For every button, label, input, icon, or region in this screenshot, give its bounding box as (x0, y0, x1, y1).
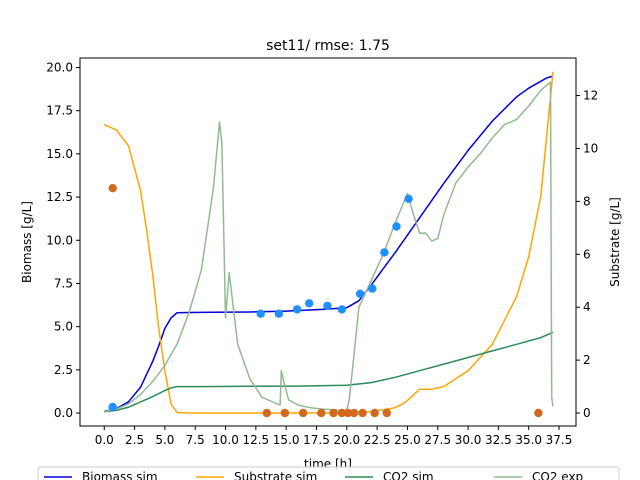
biomass-exp-point (380, 248, 389, 257)
substrate-exp-point (337, 408, 347, 418)
y-right-tick-label: 6 (583, 247, 591, 261)
y-axis-left-label: Biomass [g/L] (20, 201, 34, 283)
x-tick-label: 12.5 (242, 433, 269, 447)
co2-sim-legend-label: CO2 sim (383, 470, 434, 480)
substrate-exp-point (329, 408, 338, 418)
y-left-tick-label: 0.0 (54, 406, 73, 420)
y-left-tick-label: 7.5 (54, 276, 73, 290)
plot-points (108, 184, 543, 418)
y-left-tick-label: 17.5 (46, 104, 73, 118)
substrate-exp-point (317, 408, 326, 418)
x-tick-label: 2.5 (125, 433, 144, 447)
y-right-tick-label: 4 (583, 300, 591, 314)
x-tick-label: 5.0 (155, 433, 174, 447)
y-axis-right: 0 2 4 6 8 10 12 (576, 89, 598, 420)
substrate-exp-point (108, 184, 117, 193)
biomass-exp-point (274, 309, 284, 318)
y-axis-left: 0.0 2.5 5.0 7.5 10.0 12.5 15.0 17.5 20.0 (46, 61, 80, 420)
biomass-exp-point (392, 222, 401, 231)
y-left-tick-label: 10.0 (46, 233, 73, 247)
x-tick-label: 20.0 (333, 433, 360, 447)
substrate-exp-point (370, 408, 379, 418)
x-tick-label: 35.0 (515, 433, 542, 447)
substrate-exp-point (343, 408, 353, 418)
substrate-exp-point (358, 408, 367, 418)
substrate-exp-point (280, 408, 290, 418)
y-right-tick-label: 2 (583, 353, 591, 367)
substrate-exp-point (534, 408, 543, 418)
x-axis: 0.0 2.5 5.0 7.5 10.0 12.5 15.0 17.5 20.0 22.5 25.0… (95, 426, 573, 447)
biomass-exp-point (368, 284, 377, 293)
y-left-tick-label: 12.5 (46, 190, 73, 204)
y-right-tick-label: 0 (583, 406, 591, 420)
legend: Biomass sim Substrate sim CO2 sim CO2 exp (37, 466, 620, 480)
biomass-exp-point (355, 289, 365, 298)
co2-exp-legend-label: CO2 exp (532, 470, 583, 480)
x-tick-label: 7.5 (186, 433, 205, 447)
y-right-tick-label: 8 (583, 194, 591, 208)
chart-title: set11/ rmse: 1.75 (266, 38, 390, 54)
substrate-sim-legend-label: Substrate sim (234, 470, 317, 480)
biomass-sim-line (104, 75, 554, 413)
x-tick-label: 0.0 (95, 433, 114, 447)
biomass-sim-legend-label: Biomass sim (82, 470, 158, 480)
biomass-exp-point (108, 402, 117, 412)
biomass-exp-point (292, 305, 302, 314)
x-tick-label: 32.5 (485, 433, 512, 447)
y-right-tick-label: 12 (583, 89, 598, 103)
x-tick-label: 22.5 (364, 433, 391, 447)
x-tick-label: 37.5 (546, 433, 573, 447)
biomass-exp-point (323, 301, 332, 311)
x-tick-label: 10.0 (212, 433, 239, 447)
x-tick-label: 15.0 (273, 433, 300, 447)
y-axis-right-label: Substrate [g/L] (608, 197, 622, 287)
x-tick-label: 27.5 (424, 433, 451, 447)
y-left-tick-label: 20.0 (46, 61, 73, 75)
biomass-exp-point (256, 309, 265, 318)
biomass-exp-point (404, 194, 413, 203)
y-left-tick-label: 2.5 (54, 363, 73, 377)
substrate-exp-point (298, 408, 308, 418)
co2-sim-line (104, 331, 554, 413)
y-left-tick-label: 5.0 (54, 320, 73, 334)
substrate-exp-point (382, 408, 391, 418)
substrate-exp-point (349, 408, 359, 418)
substrate-exp-point (262, 408, 271, 418)
x-tick-label: 30.0 (455, 433, 482, 447)
x-tick-label: 17.5 (303, 433, 330, 447)
biomass-exp-point (305, 299, 314, 308)
legend-box (37, 466, 620, 480)
y-right-tick-label: 10 (583, 141, 598, 155)
y-left-tick-label: 15.0 (46, 147, 73, 161)
x-tick-label: 25.0 (394, 433, 421, 447)
plot-frame (79, 57, 577, 427)
biomass-exp-point (337, 305, 347, 314)
